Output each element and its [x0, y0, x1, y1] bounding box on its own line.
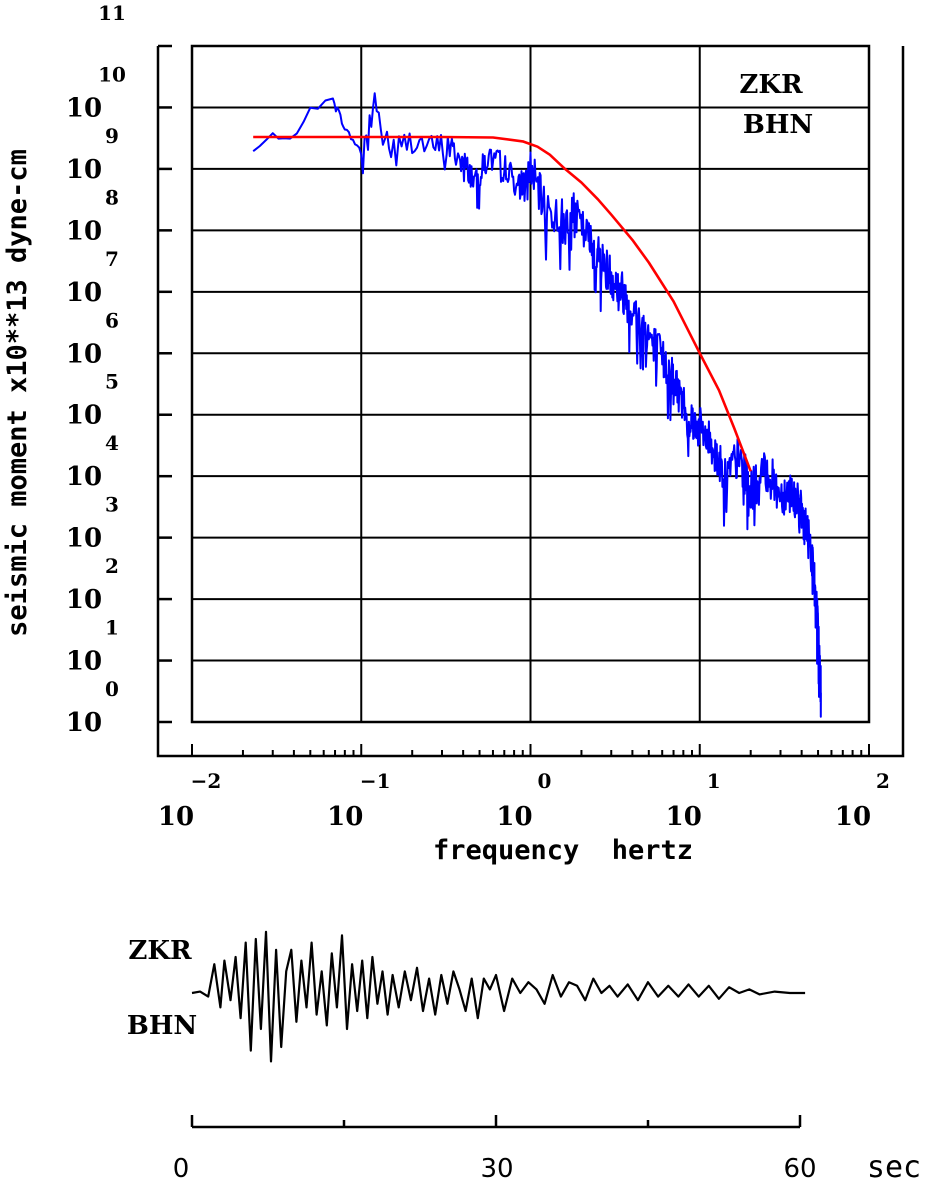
y-tick-label: 10 — [66, 585, 102, 615]
x-tick-label: 10 — [158, 802, 194, 832]
model-fit-line — [253, 135, 752, 472]
x-tick-exponent: 1 — [707, 769, 721, 793]
y-tick-exponent: 1 — [105, 616, 119, 640]
spectrum-station-code: ZKR — [739, 70, 803, 100]
seismogram-chart: ZKR BHN 0 30 60 sec — [127, 930, 921, 1184]
spectrum-tick-marks — [158, 44, 870, 756]
y-tick-label: 10 — [66, 278, 102, 308]
time-tick-label: 30 — [480, 1154, 513, 1184]
y-tick-exponent: 2 — [105, 554, 119, 578]
x-tick-label: 10 — [835, 802, 871, 832]
spectrum-series-line — [252, 92, 822, 718]
y-tick-exponent: 10 — [98, 62, 126, 86]
seismogram-trace-line — [191, 930, 806, 1063]
y-tick-label: 10 — [66, 708, 102, 738]
spectrum-series-group — [252, 92, 822, 718]
spectrum-channel-code: BHN — [743, 110, 813, 140]
x-tick-exponent: 2 — [876, 769, 890, 793]
y-tick-label: 10 — [66, 462, 102, 492]
x-tick-exponent: −1 — [360, 769, 391, 793]
y-tick-exponent: 0 — [105, 677, 119, 701]
spectrum-grid — [192, 46, 869, 722]
y-tick-exponent: 3 — [105, 493, 119, 517]
y-tick-exponent: 9 — [105, 124, 119, 148]
y-tick-exponent: 6 — [105, 308, 119, 332]
time-unit-label: sec — [867, 1150, 921, 1184]
y-tick-label: 10 — [66, 93, 102, 123]
y-tick-label: 10 — [66, 216, 102, 246]
seismogram-channel-code: BHN — [127, 1011, 197, 1041]
y-tick-exponent: 8 — [105, 185, 119, 209]
y-tick-exponent: 7 — [105, 247, 119, 271]
plot-frame — [190, 44, 871, 724]
y-tick-label: 10 — [66, 647, 102, 677]
x-tick-label: 10 — [666, 802, 702, 832]
x-tick-label: 10 — [496, 802, 532, 832]
y-axis-label: seismic moment x10**13 dyne-cm — [2, 149, 33, 637]
time-axis — [190, 1115, 802, 1129]
x-tick-exponent: 0 — [538, 769, 552, 793]
y-tick-label: 10 — [66, 401, 102, 431]
time-tick-label: 0 — [173, 1154, 190, 1184]
seismogram-trace-group — [191, 930, 806, 1063]
y-tick-label: 10 — [66, 339, 102, 369]
y-tick-label: 10 — [66, 155, 102, 185]
time-tick-label: 60 — [783, 1154, 816, 1184]
seismogram-station-code: ZKR — [128, 936, 192, 966]
x-tick-exponent: −2 — [191, 769, 222, 793]
x-axis-label: frequency hertz — [433, 835, 693, 866]
y-tick-exponent: 4 — [105, 431, 119, 455]
x-tick-label: 10 — [327, 802, 363, 832]
y-tick-exponent: 5 — [105, 370, 119, 394]
y-tick-exponent: 11 — [98, 1, 126, 25]
y-tick-label: 10 — [66, 524, 102, 554]
